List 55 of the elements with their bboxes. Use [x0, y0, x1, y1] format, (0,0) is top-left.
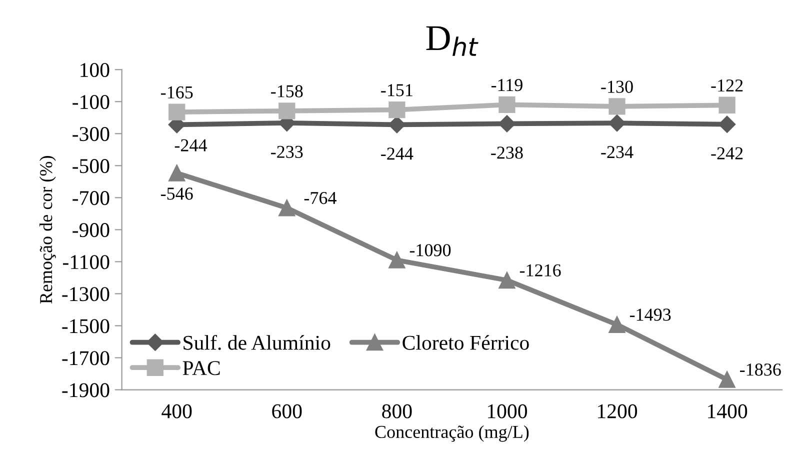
x-tick-label: 1400	[708, 404, 748, 418]
data-label: -764	[304, 192, 336, 204]
chart-title: D$_{ht}$	[426, 26, 478, 56]
legend-label: PAC	[182, 361, 220, 376]
data-label: -1493	[630, 308, 671, 321]
data-label: -130	[601, 80, 633, 93]
point	[718, 371, 736, 388]
y-tick-label: -1300	[62, 287, 110, 302]
y-tick-label: 100	[80, 62, 110, 78]
y-tick-label: -1100	[62, 255, 110, 270]
point	[168, 104, 186, 120]
data-label: -546	[160, 188, 193, 200]
y-axis-title: Remoção de cor (%)	[39, 156, 56, 304]
data-label: -1216	[520, 264, 561, 276]
x-axis-title: Concentração (mg/L)	[375, 425, 529, 442]
point	[498, 272, 516, 289]
y-tick-label: -1500	[62, 319, 110, 334]
y-tick-label: -500	[72, 159, 110, 174]
y-tick-label: -700	[72, 191, 110, 206]
y-tick-label: -100	[72, 94, 110, 110]
data-label: -233	[271, 146, 303, 158]
data-label: -151	[381, 84, 412, 96]
point	[718, 96, 736, 114]
point	[388, 252, 406, 268]
y-tick-label: -1700	[62, 351, 110, 366]
x-tick-label: 600	[272, 404, 302, 418]
point	[608, 98, 626, 115]
point	[498, 96, 516, 113]
point	[608, 316, 626, 333]
legend-label: Sulf. de Alumínio	[184, 334, 330, 350]
data-label: -165	[160, 86, 193, 98]
y-tick-label: -300	[72, 127, 110, 142]
point	[718, 116, 736, 133]
data-label: -244	[174, 139, 208, 152]
data-label: -1836	[740, 364, 781, 376]
data-label: -122	[711, 79, 743, 92]
point	[168, 164, 186, 182]
y-tick-label: -1900	[62, 383, 110, 398]
x-tick-label: 800	[382, 404, 412, 418]
data-label: -1090	[410, 244, 451, 256]
y-tick-label: -900	[72, 223, 110, 238]
x-tick-label: 1000	[488, 404, 528, 418]
data-label: -244	[381, 148, 414, 160]
legend-label: Cloreto Férrico	[402, 335, 529, 350]
data-label: -234	[601, 146, 634, 158]
data-label: -119	[491, 78, 522, 92]
data-label: -242	[711, 147, 743, 160]
point	[278, 200, 296, 216]
x-tick-label: 400	[162, 404, 192, 418]
point	[388, 116, 406, 134]
data-label: -158	[271, 85, 303, 98]
x-tick-label: 1200	[598, 404, 638, 418]
point	[388, 101, 406, 118]
point	[278, 102, 296, 120]
data-label: -238	[491, 146, 523, 159]
